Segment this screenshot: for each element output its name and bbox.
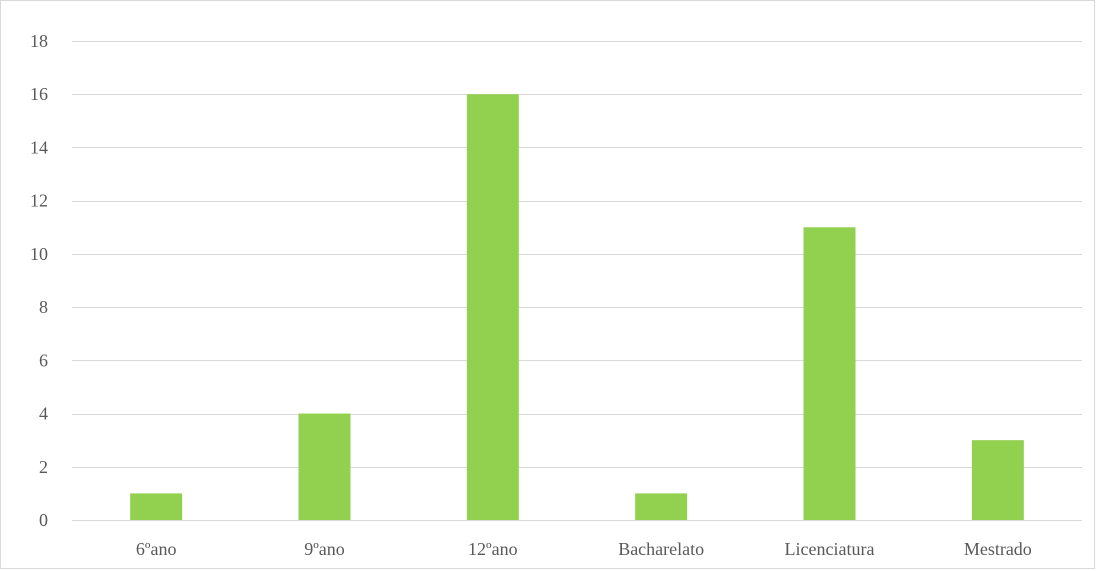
- y-tick-label: 12: [30, 191, 48, 211]
- y-tick-label: 8: [39, 297, 48, 317]
- y-tick-label: 0: [39, 510, 48, 530]
- x-tick-label: 9ºano: [304, 539, 345, 559]
- y-tick-label: 4: [39, 404, 48, 424]
- bar-9-ano: [298, 413, 351, 520]
- y-tick-label: 6: [39, 350, 48, 370]
- y-tick-label: 14: [30, 137, 48, 157]
- y-tick-label: 10: [30, 244, 48, 264]
- x-tick-label: 6ºano: [136, 539, 177, 559]
- bars: [130, 94, 1024, 520]
- y-axis-ticks: 0 2 4 6 8 10 12 14 16 18: [30, 31, 48, 530]
- x-tick-label: Licenciatura: [785, 539, 875, 559]
- x-tick-label: Bacharelato: [618, 539, 704, 559]
- y-tick-label: 2: [39, 457, 48, 477]
- x-tick-label: Mestrado: [964, 539, 1032, 559]
- x-axis-ticks: 6ºano 9ºano 12ºano Bacharelato Licenciatura M…: [136, 539, 1032, 559]
- y-tick-label: 18: [30, 31, 48, 51]
- y-tick-label: 16: [30, 84, 48, 104]
- bar-6-ano: [130, 493, 183, 520]
- x-tick-label: 12ºano: [468, 539, 518, 559]
- bar-bacharelato: [635, 493, 688, 520]
- bar-12-ano: [466, 94, 519, 520]
- bar-licenciatura: [803, 227, 856, 520]
- bar-mestrado: [971, 440, 1024, 520]
- gridlines: [72, 41, 1082, 521]
